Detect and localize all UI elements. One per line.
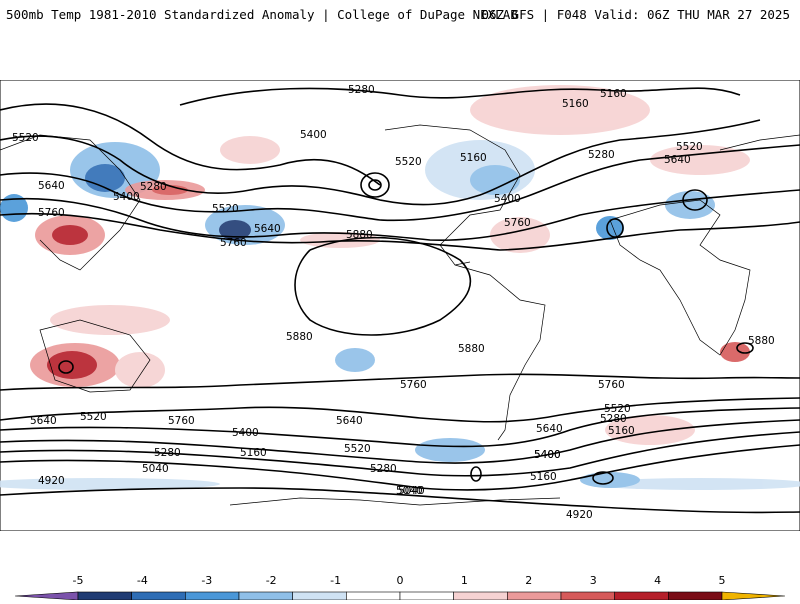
contour-label: 5640 bbox=[664, 154, 691, 166]
height-contours bbox=[0, 87, 800, 514]
contour-label: 5280 bbox=[600, 413, 627, 425]
contour-label: 5520 bbox=[395, 156, 422, 168]
contour-label: 5640 bbox=[38, 180, 65, 192]
contour-label: 5160 bbox=[460, 152, 487, 164]
colorbar-swatch bbox=[453, 591, 508, 601]
contour-label: 4920 bbox=[566, 509, 593, 521]
colorbar-swatch bbox=[560, 591, 615, 601]
contour-label: 5520 bbox=[12, 132, 39, 144]
colorbar-swatch bbox=[77, 591, 132, 601]
contour-label: 5760 bbox=[598, 379, 625, 391]
contour-label: 5280 bbox=[154, 447, 181, 459]
contour-label: 5400 bbox=[113, 191, 140, 203]
contour-label: 5640 bbox=[536, 423, 563, 435]
contour-label: 5280 bbox=[140, 181, 167, 193]
contour-label: 5400 bbox=[534, 449, 561, 461]
colorbar-scale: -5 -4 -3 -2 -1 0 1 2 3 4 5 bbox=[14, 574, 786, 601]
map-panel: 5280 5160 5160 5520 5400 5520 5160 5280 … bbox=[0, 80, 800, 531]
contour-label: 5640 bbox=[254, 223, 281, 235]
colorbar-tick-label: 0 bbox=[397, 574, 404, 587]
contour-label: 5880 bbox=[346, 229, 373, 241]
contour-label: 5520 bbox=[676, 141, 703, 153]
contour-label: 5160 bbox=[530, 471, 557, 483]
contour-label: 4920 bbox=[38, 475, 65, 487]
colorbar-tick-label: 2 bbox=[525, 574, 532, 587]
contour-label: 5760 bbox=[504, 217, 531, 229]
colorbar-swatch bbox=[292, 591, 347, 601]
contour-label: 5520 bbox=[212, 203, 239, 215]
contour-label: 5160 bbox=[562, 98, 589, 110]
contour-label: 5880 bbox=[748, 335, 775, 347]
colorbar-swatch bbox=[399, 591, 454, 601]
contour-label: 5640 bbox=[336, 415, 363, 427]
product-title: 500mb Temp 1981-2010 Standardized Anomal… bbox=[6, 7, 518, 22]
colorbar-tick-label: 5 bbox=[719, 574, 726, 587]
contour-label: 5040 bbox=[396, 485, 423, 497]
contour-label: 5280 bbox=[370, 463, 397, 475]
colorbar-tick-label: -3 bbox=[201, 574, 212, 587]
colorbar-swatch bbox=[614, 591, 669, 601]
colorbar-tick-label: 1 bbox=[461, 574, 468, 587]
contour-label: 5400 bbox=[494, 193, 521, 205]
anomaly-map: 5280 5160 5160 5520 5400 5520 5160 5280 … bbox=[0, 80, 800, 531]
colorbar-tick-label: -5 bbox=[73, 574, 84, 587]
contour-label: 5640 bbox=[30, 415, 57, 427]
contour-label: 5520 bbox=[344, 443, 371, 455]
colorbar-min-extension bbox=[14, 591, 79, 601]
contour-label: 5760 bbox=[168, 415, 195, 427]
colorbar-tick-label: -4 bbox=[137, 574, 148, 587]
contour-label: 5040 bbox=[398, 485, 425, 497]
contour-label: 5520 bbox=[80, 411, 107, 423]
contour-label: 5160 bbox=[600, 88, 627, 100]
colorbar-tick-label: 3 bbox=[590, 574, 597, 587]
contour-label: 5160 bbox=[240, 447, 267, 459]
contour-label: 5760 bbox=[220, 237, 247, 249]
contour-label: 5880 bbox=[458, 343, 485, 355]
colorbar: -5 -4 -3 -2 -1 0 1 2 3 4 5 bbox=[0, 570, 800, 601]
colorbar-swatch bbox=[507, 591, 562, 601]
contour-label: 5400 bbox=[300, 129, 327, 141]
contour-label: 5760 bbox=[38, 207, 65, 219]
colorbar-swatch bbox=[668, 591, 723, 601]
colorbar-swatch bbox=[131, 591, 186, 601]
colorbar-tick-label: 4 bbox=[654, 574, 661, 587]
contour-label: 5280 bbox=[588, 149, 615, 161]
header: 500mb Temp 1981-2010 Standardized Anomal… bbox=[0, 0, 800, 28]
colorbar-swatch bbox=[185, 591, 240, 601]
colorbar-tick-label: -1 bbox=[330, 574, 341, 587]
contour-label: 5760 bbox=[400, 379, 427, 391]
warm-anomaly-shading bbox=[30, 85, 750, 445]
contour-label: 5160 bbox=[608, 425, 635, 437]
colorbar-swatch bbox=[346, 591, 401, 601]
model-valid-time: 06Z GFS | F048 Valid: 06Z THU MAR 27 202… bbox=[481, 7, 790, 22]
contour-label: 5400 bbox=[534, 449, 561, 461]
contour-label: 5880 bbox=[286, 331, 313, 343]
contour-label: 5400 bbox=[232, 427, 259, 439]
colorbar-tick-label: -2 bbox=[266, 574, 277, 587]
colorbar-swatch bbox=[238, 591, 293, 601]
contour-label: 5520 bbox=[604, 403, 631, 415]
contour-label: 5040 bbox=[142, 463, 169, 475]
colorbar-max-extension bbox=[721, 591, 786, 601]
contour-label: 5280 bbox=[348, 84, 375, 96]
contour-label-group: 5280 5160 5160 5520 5400 5520 5160 5280 … bbox=[12, 84, 775, 521]
